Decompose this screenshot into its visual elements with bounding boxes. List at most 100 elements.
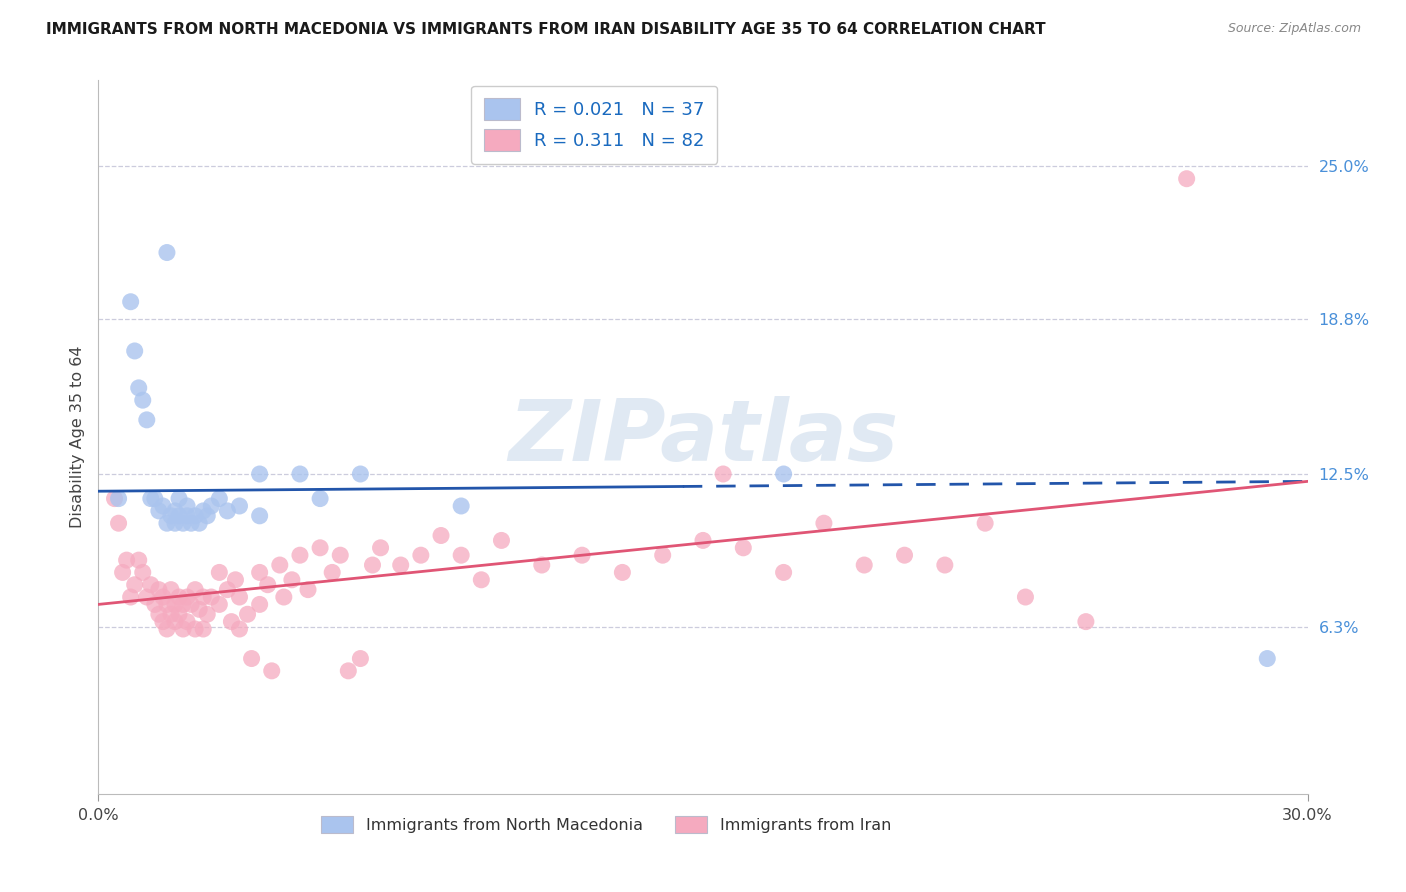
Point xyxy=(167,590,190,604)
Point xyxy=(172,516,194,531)
Point xyxy=(228,499,250,513)
Point xyxy=(163,615,186,629)
Point xyxy=(124,343,146,358)
Point xyxy=(309,491,332,506)
Point xyxy=(273,590,295,604)
Point xyxy=(430,528,453,542)
Point xyxy=(143,598,166,612)
Point xyxy=(148,504,170,518)
Legend: Immigrants from North Macedonia, Immigrants from Iran: Immigrants from North Macedonia, Immigra… xyxy=(315,809,897,839)
Point xyxy=(288,467,311,481)
Point xyxy=(389,558,412,572)
Point xyxy=(163,504,186,518)
Point xyxy=(193,504,215,518)
Point xyxy=(172,598,194,612)
Point xyxy=(217,504,239,518)
Point xyxy=(148,582,170,597)
Point xyxy=(176,508,198,523)
Point xyxy=(128,381,150,395)
Point xyxy=(772,566,794,580)
Point xyxy=(269,558,291,572)
Point xyxy=(893,548,915,562)
Point xyxy=(612,566,634,580)
Point xyxy=(256,578,278,592)
Point xyxy=(1175,171,1198,186)
Point xyxy=(184,582,207,597)
Point xyxy=(188,516,211,531)
Point xyxy=(184,508,207,523)
Point xyxy=(813,516,835,531)
Point xyxy=(370,541,392,555)
Text: IMMIGRANTS FROM NORTH MACEDONIA VS IMMIGRANTS FROM IRAN DISABILITY AGE 35 TO 64 : IMMIGRANTS FROM NORTH MACEDONIA VS IMMIG… xyxy=(46,22,1046,37)
Point xyxy=(115,553,138,567)
Point xyxy=(1256,651,1278,665)
Point xyxy=(163,516,186,531)
Point xyxy=(124,578,146,592)
Point xyxy=(733,541,755,555)
Point xyxy=(176,615,198,629)
Point xyxy=(409,548,432,562)
Point xyxy=(329,548,352,562)
Point xyxy=(260,664,283,678)
Point xyxy=(249,467,271,481)
Point xyxy=(152,590,174,604)
Point xyxy=(163,598,186,612)
Point xyxy=(107,516,129,531)
Point xyxy=(176,590,198,604)
Point xyxy=(288,548,311,562)
Point xyxy=(139,491,162,506)
Point xyxy=(135,590,157,604)
Point xyxy=(470,573,492,587)
Point xyxy=(309,541,332,555)
Point xyxy=(772,467,794,481)
Point xyxy=(491,533,513,548)
Point xyxy=(195,508,218,523)
Point xyxy=(156,245,179,260)
Point xyxy=(152,615,174,629)
Point xyxy=(195,607,218,622)
Point xyxy=(103,491,125,506)
Point xyxy=(711,467,734,481)
Point xyxy=(249,508,271,523)
Point xyxy=(208,566,231,580)
Point xyxy=(120,590,142,604)
Point xyxy=(853,558,876,572)
Point xyxy=(1074,615,1097,629)
Point xyxy=(132,566,155,580)
Point xyxy=(167,508,190,523)
Point xyxy=(934,558,956,572)
Point xyxy=(450,548,472,562)
Point xyxy=(143,491,166,506)
Point xyxy=(156,622,179,636)
Point xyxy=(148,607,170,622)
Point xyxy=(240,651,263,665)
Point xyxy=(160,508,183,523)
Point xyxy=(160,582,183,597)
Point xyxy=(176,499,198,513)
Point xyxy=(167,607,190,622)
Point xyxy=(249,566,271,580)
Point xyxy=(120,294,142,309)
Point xyxy=(349,651,371,665)
Point xyxy=(1014,590,1036,604)
Text: ZIPatlas: ZIPatlas xyxy=(508,395,898,479)
Point xyxy=(107,491,129,506)
Point xyxy=(128,553,150,567)
Point xyxy=(111,566,134,580)
Point xyxy=(651,548,673,562)
Y-axis label: Disability Age 35 to 64: Disability Age 35 to 64 xyxy=(69,346,84,528)
Point xyxy=(188,602,211,616)
Point xyxy=(228,590,250,604)
Point xyxy=(132,393,155,408)
Point xyxy=(297,582,319,597)
Point xyxy=(571,548,593,562)
Point xyxy=(167,491,190,506)
Point xyxy=(139,578,162,592)
Point xyxy=(217,582,239,597)
Text: Source: ZipAtlas.com: Source: ZipAtlas.com xyxy=(1227,22,1361,36)
Point xyxy=(184,622,207,636)
Point xyxy=(193,590,215,604)
Point xyxy=(349,467,371,481)
Point xyxy=(135,413,157,427)
Point xyxy=(200,590,222,604)
